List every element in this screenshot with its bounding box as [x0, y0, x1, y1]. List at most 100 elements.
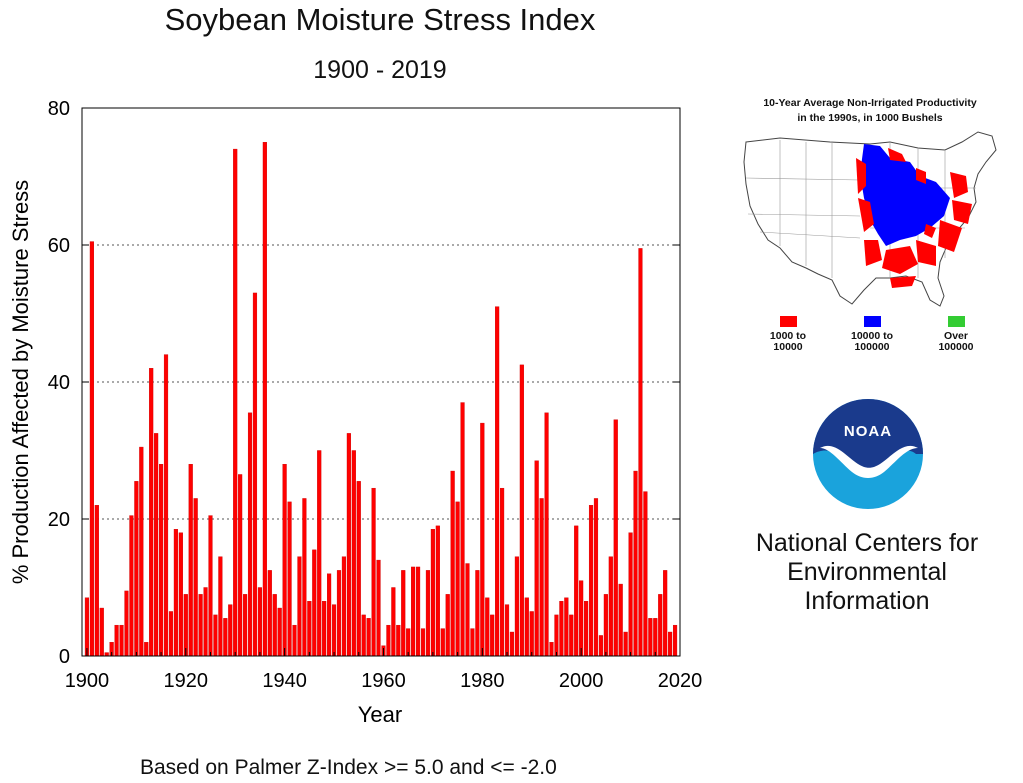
axis-ticks: 1900 1920 1940 1960 1980 2000 2020 0 20 40 60 80 — [48, 98, 703, 692]
noaa-logo: NOAA — [813, 399, 923, 509]
bar-1974 — [450, 470, 455, 657]
bar-1982 — [490, 614, 495, 657]
bar-1908 — [124, 590, 129, 657]
bar-1911 — [139, 446, 144, 657]
x-tick-label: 1960 — [361, 670, 406, 692]
bar-1959 — [376, 559, 381, 657]
bar-1956 — [361, 614, 366, 657]
bar-1995 — [554, 614, 559, 657]
bar-1998 — [569, 614, 574, 657]
bar-2001 — [584, 601, 589, 657]
bar-1916 — [163, 354, 169, 657]
bar-1973 — [445, 594, 450, 657]
map-title-line1: 10-Year Average Non-Irrigated Productivi… — [763, 97, 977, 109]
bar-1977 — [465, 563, 470, 657]
bar-1907 — [119, 624, 124, 657]
bar-1992 — [539, 498, 544, 657]
bar-1936 — [262, 142, 267, 657]
bar-1915 — [159, 464, 164, 657]
bar-1961 — [386, 624, 391, 657]
bar-1946 — [312, 549, 317, 657]
y-axis-label: % Production Affected by Moisture Stress — [8, 180, 33, 584]
bar-1948 — [322, 601, 327, 657]
bar-1966 — [411, 566, 416, 657]
bar-2009 — [623, 631, 628, 657]
bar-1993 — [544, 412, 549, 657]
bar-1906 — [114, 624, 119, 657]
bar-2018 — [668, 631, 673, 657]
bar-1928 — [223, 618, 228, 657]
map-legend: 1000 to 10000 10000 to 100000 Over 10000… — [748, 316, 998, 366]
bar-1922 — [193, 498, 198, 657]
legend-swatch-green — [947, 316, 965, 327]
bar-2007 — [613, 419, 618, 657]
bar-1924 — [203, 587, 208, 657]
footnote: Based on Palmer Z-Index >= 5.0 and <= -2… — [140, 756, 557, 779]
ncei-line: Environmental — [787, 558, 947, 586]
legend-swatch-blue — [863, 316, 881, 327]
bar-1970 — [430, 529, 435, 657]
bar-1962 — [391, 587, 396, 657]
legend-label: Over — [944, 330, 968, 342]
legend-label: 10000 to — [850, 330, 894, 342]
bar-1945 — [307, 601, 312, 657]
bar-1920 — [183, 594, 188, 657]
bar-1969 — [425, 570, 431, 657]
bar-1941 — [287, 501, 292, 657]
bar-1917 — [168, 611, 174, 657]
bar-1954 — [351, 450, 356, 657]
legend-label: 100000 — [854, 341, 890, 353]
bar-1921 — [188, 464, 193, 657]
bar-1981 — [485, 597, 490, 657]
map-title-line2: in the 1990s, in 1000 Bushels — [797, 112, 943, 124]
bar-1909 — [129, 515, 134, 657]
bar-1979 — [475, 570, 480, 657]
y-tick-label: 0 — [59, 646, 70, 668]
bar-2015 — [653, 618, 658, 657]
x-tick-label: 1980 — [460, 670, 505, 692]
bar-1951 — [336, 570, 342, 657]
bar-1988 — [519, 364, 524, 657]
bar-1926 — [213, 614, 218, 657]
bar-1927 — [218, 556, 223, 657]
x-tick-label: 1940 — [262, 670, 307, 692]
x-tick-label: 1920 — [164, 670, 209, 692]
chart-subtitle: 1900 - 2019 — [313, 56, 447, 84]
bar-2000 — [579, 580, 584, 657]
gridlines — [82, 244, 680, 520]
bar-1975 — [455, 501, 460, 657]
bar-1912 — [144, 642, 149, 657]
bar-1994 — [549, 642, 554, 657]
legend-label: 10000 — [773, 341, 803, 353]
bar-1990 — [529, 611, 534, 657]
bar-1918 — [173, 529, 178, 657]
x-tick-label: 2020 — [658, 670, 703, 692]
bar-2012 — [638, 248, 643, 657]
bar-1944 — [302, 498, 307, 657]
bar-1997 — [564, 597, 569, 657]
bar-2004 — [598, 635, 603, 657]
bar-1978 — [470, 628, 475, 657]
y-tick-label: 80 — [48, 98, 70, 120]
bar-1967 — [415, 566, 421, 657]
legend-item-mid: 10000 to 100000 — [832, 316, 912, 353]
bar-1949 — [327, 573, 332, 657]
legend-item-high: Over 100000 — [916, 316, 996, 353]
legend-label: 1000 to — [769, 330, 807, 342]
bar-1965 — [406, 628, 411, 657]
bar-1947 — [317, 450, 322, 657]
bar-1987 — [514, 556, 519, 657]
bar-1980 — [480, 422, 485, 657]
bar-1913 — [149, 368, 154, 657]
bar-1999 — [574, 525, 579, 657]
bar-2008 — [618, 583, 623, 657]
bar-2019 — [672, 624, 678, 657]
bar-1986 — [509, 631, 515, 657]
bar-1984 — [500, 487, 505, 657]
bar-1968 — [420, 628, 426, 657]
bar-1931 — [238, 474, 243, 657]
ncei-line: National Centers for — [755, 529, 979, 557]
bar-1943 — [297, 556, 302, 657]
us-productivity-map — [743, 131, 997, 307]
bar-1938 — [272, 594, 277, 657]
